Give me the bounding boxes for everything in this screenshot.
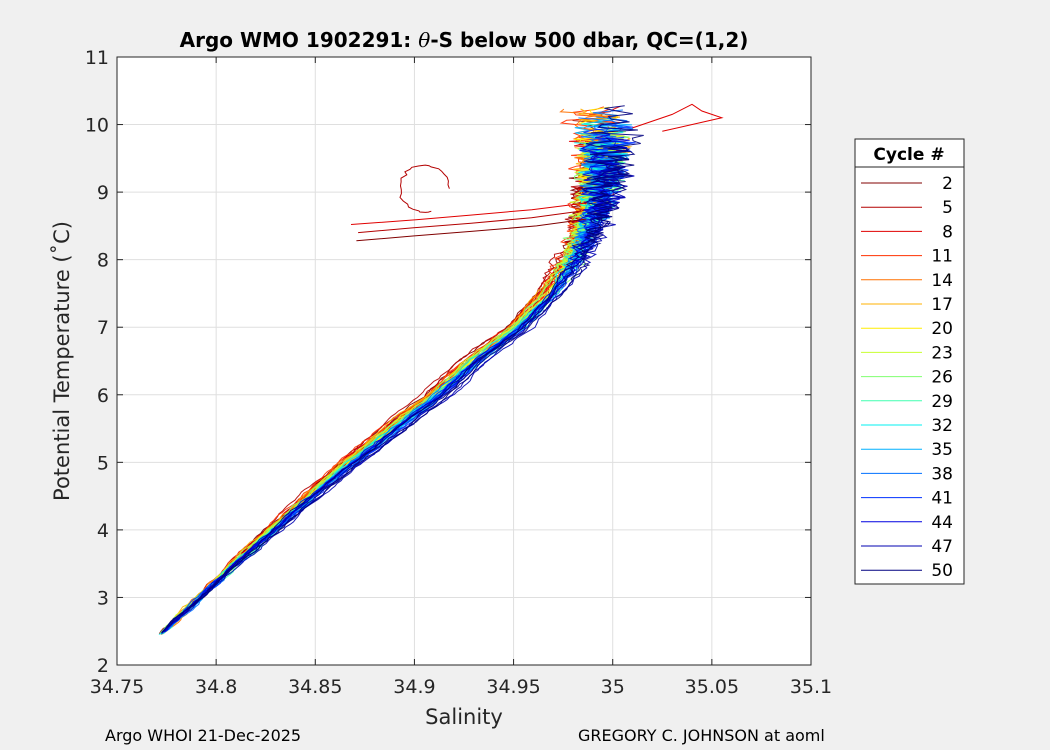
y-tick-label: 5 [97,452,109,474]
legend-label-14: 14 [931,271,953,291]
plot-frame [116,56,812,666]
footer-left: Argo WHOI 21-Dec-2025 [105,726,302,745]
legend-title: Cycle # [873,145,944,165]
legend-label-50: 50 [931,561,953,581]
profile-line-cycle-26 [161,132,620,634]
legend-label-17: 17 [931,295,953,315]
y-tick-label: 11 [85,47,109,69]
x-axis-label: Salinity [425,705,503,729]
y-axis-label: Potential Temperature (˚C) [50,221,74,501]
y-tick-label: 3 [97,587,109,609]
x-tick-label: 34.75 [90,676,144,698]
x-tick-label: 35.1 [790,676,832,698]
legend-label-47: 47 [931,537,953,557]
chart-title-prefix: Argo WMO 1902291: [180,28,419,52]
legend-label-23: 23 [931,343,953,363]
legend-label-2: 2 [942,174,953,194]
legend-label-26: 26 [931,368,953,388]
legend: Cycle # 2 5 8 11 14 17 20 23 26 29 32 35 38 41 44 47 50 [854,138,965,585]
grid-layer [117,57,811,665]
y-tick-label: 4 [97,520,109,542]
legend-box [854,138,965,585]
chart-title-theta: θ [418,28,430,52]
footer-right: GREGORY C. JOHNSON at aoml [578,726,825,745]
profile-intrusion-loop [399,164,450,213]
profile-intrusion-line [358,210,582,234]
legend-label-20: 20 [931,319,953,339]
y-tick-label: 9 [97,182,109,204]
x-tick-label: 34.8 [195,676,237,698]
x-tick-label: 34.9 [393,676,435,698]
profile-line-cycle-50 [162,156,630,633]
legend-label-41: 41 [931,489,953,509]
legend-label-38: 38 [931,464,953,484]
y-tick-label: 8 [97,250,109,272]
y-tick-label: 7 [97,317,109,339]
chart-title-suffix: -S below 500 dbar, QC=(1,2) [430,28,748,52]
legend-label-8: 8 [942,222,953,242]
legend-label-35: 35 [931,440,953,460]
chart-title: Argo WMO 1902291: θ-S below 500 dbar, QC… [180,28,749,52]
legend-label-32: 32 [931,416,953,436]
profile-intrusion-line [356,218,587,242]
profile-line-cycle-44 [163,131,630,633]
legend-label-11: 11 [931,247,953,267]
y-tick-label: 2 [97,655,109,677]
y-tick-label: 6 [97,385,109,407]
x-tick-label: 35.05 [685,676,739,698]
y-tick-label: 10 [85,115,109,137]
profile-line-cycle-44 [163,163,620,632]
profile-line-cycle-50 [161,137,631,633]
profile-excursion-line [632,103,724,132]
x-tick-label: 34.95 [486,676,540,698]
data-layer [158,103,724,635]
x-tick-label: 35 [601,676,625,698]
legend-label-44: 44 [931,513,953,533]
legend-entries: 2 5 8 11 14 17 20 23 26 29 32 35 38 41 44 47 50 [861,174,953,581]
legend-label-29: 29 [931,392,953,412]
axis-layer: 34.75 34.8 34.85 34.9 34.95 35 35.05 35.1 2 3 4 5 6 7… [85,47,832,698]
profile-intrusion-line [350,202,587,225]
profile-line-cycle-44 [161,142,628,635]
x-tick-label: 34.85 [288,676,342,698]
legend-label-5: 5 [942,198,953,218]
